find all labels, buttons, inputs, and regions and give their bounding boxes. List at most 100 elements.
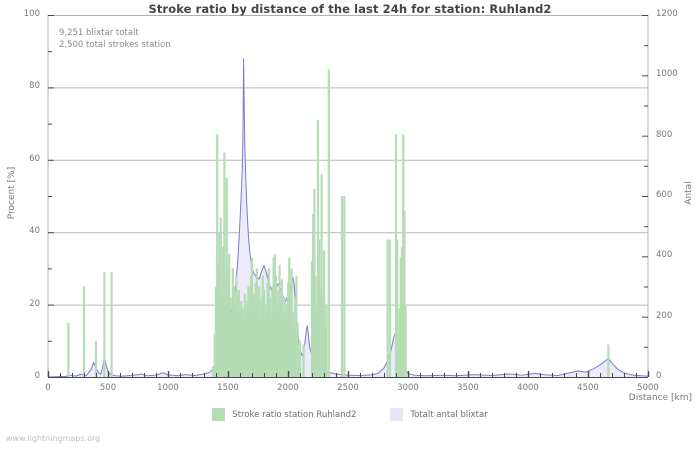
legend-swatch xyxy=(212,408,226,421)
legend-item[interactable]: Stroke ratio station Ruhland2 xyxy=(212,408,356,421)
bar xyxy=(276,308,279,377)
y-right-tick-label: 0 xyxy=(656,371,662,381)
bar xyxy=(217,264,220,377)
area-fill-total-strokes xyxy=(48,58,648,378)
bar xyxy=(260,297,263,377)
bar xyxy=(103,272,106,377)
bar xyxy=(256,300,260,377)
bar xyxy=(400,246,404,377)
x-tick-label: 3500 xyxy=(457,383,479,393)
bar xyxy=(220,293,224,377)
bar xyxy=(325,304,328,377)
bar xyxy=(318,239,321,377)
x-tick-label: 0 xyxy=(45,383,51,393)
bar xyxy=(282,311,285,377)
bar xyxy=(248,304,251,377)
bar xyxy=(319,290,322,377)
bar xyxy=(607,344,610,377)
bar xyxy=(243,293,246,377)
bar xyxy=(250,257,254,377)
bar xyxy=(403,210,406,377)
bar xyxy=(213,333,216,377)
bar xyxy=(320,174,323,377)
bar xyxy=(222,246,225,377)
y-left-tick-label: 40 xyxy=(29,226,40,237)
bar xyxy=(232,286,236,377)
y-left-tick-label: 20 xyxy=(29,298,40,309)
y-axis-left-title: Procent [%] xyxy=(7,166,17,220)
y-right-tick-label: 600 xyxy=(656,190,673,200)
legend-item[interactable]: Totalt antal blixtar xyxy=(390,408,488,421)
bar xyxy=(238,315,242,377)
page-title: Stroke ratio by distance of the last 24h… xyxy=(148,2,552,16)
bar xyxy=(237,290,240,377)
bar xyxy=(285,304,288,377)
bar xyxy=(280,279,284,377)
bar xyxy=(397,337,400,377)
bar xyxy=(241,308,244,377)
bar xyxy=(255,268,258,377)
y-right-tick-label: 1200 xyxy=(656,9,678,19)
bar xyxy=(225,177,228,377)
gridlines xyxy=(48,15,648,306)
bar xyxy=(236,297,239,377)
bar xyxy=(254,282,257,377)
y-right-tick-label: 200 xyxy=(656,310,673,321)
x-tick-label: 4000 xyxy=(517,383,539,393)
bar xyxy=(268,297,272,377)
bar xyxy=(271,286,274,377)
bar xyxy=(266,282,269,377)
bar xyxy=(298,340,302,377)
bar xyxy=(262,290,266,377)
y-left-tick-label: 0 xyxy=(34,371,40,381)
bar xyxy=(231,268,234,377)
bar xyxy=(224,279,227,377)
bar xyxy=(394,134,398,377)
bar xyxy=(313,188,316,377)
bar xyxy=(288,257,291,377)
bar xyxy=(314,275,317,377)
bar xyxy=(229,297,232,377)
bar xyxy=(315,308,318,377)
bar xyxy=(302,344,305,377)
bar xyxy=(291,311,294,377)
bar xyxy=(295,275,298,377)
bar xyxy=(259,315,262,377)
bar xyxy=(218,232,221,377)
bar xyxy=(253,308,256,377)
bar xyxy=(324,326,327,377)
bar xyxy=(386,239,389,377)
bar xyxy=(398,308,401,377)
bar xyxy=(310,261,314,377)
bar xyxy=(234,304,237,377)
bar xyxy=(267,268,270,377)
bar xyxy=(278,264,281,377)
x-tick-label: 1000 xyxy=(157,383,179,393)
bar xyxy=(264,304,267,377)
legend-swatch xyxy=(390,408,404,421)
bar xyxy=(265,311,268,377)
bar xyxy=(321,297,324,377)
y-right-tick-label: 800 xyxy=(656,129,673,140)
bar xyxy=(246,300,249,377)
bar xyxy=(82,286,86,377)
bar xyxy=(235,275,238,377)
x-tick-label: 500 xyxy=(99,383,117,393)
bar xyxy=(396,239,399,377)
bar xyxy=(312,214,315,377)
bar xyxy=(273,253,276,377)
bar xyxy=(284,319,287,377)
bar xyxy=(211,366,215,377)
x-axis-title: Distance [km] xyxy=(628,393,692,403)
bar xyxy=(289,290,292,377)
y-right-tick-label: 1000 xyxy=(656,69,678,80)
bar xyxy=(240,300,243,377)
bars-stroke-ratio xyxy=(67,69,610,378)
bar xyxy=(290,268,293,377)
x-tick-label: 2500 xyxy=(337,383,359,393)
x-tick-label: 2000 xyxy=(277,383,299,393)
chart-legend: Stroke ratio station Ruhland2 Totalt anta… xyxy=(0,408,700,421)
bar xyxy=(270,315,273,377)
x-tick-label: 5000 xyxy=(637,383,659,393)
